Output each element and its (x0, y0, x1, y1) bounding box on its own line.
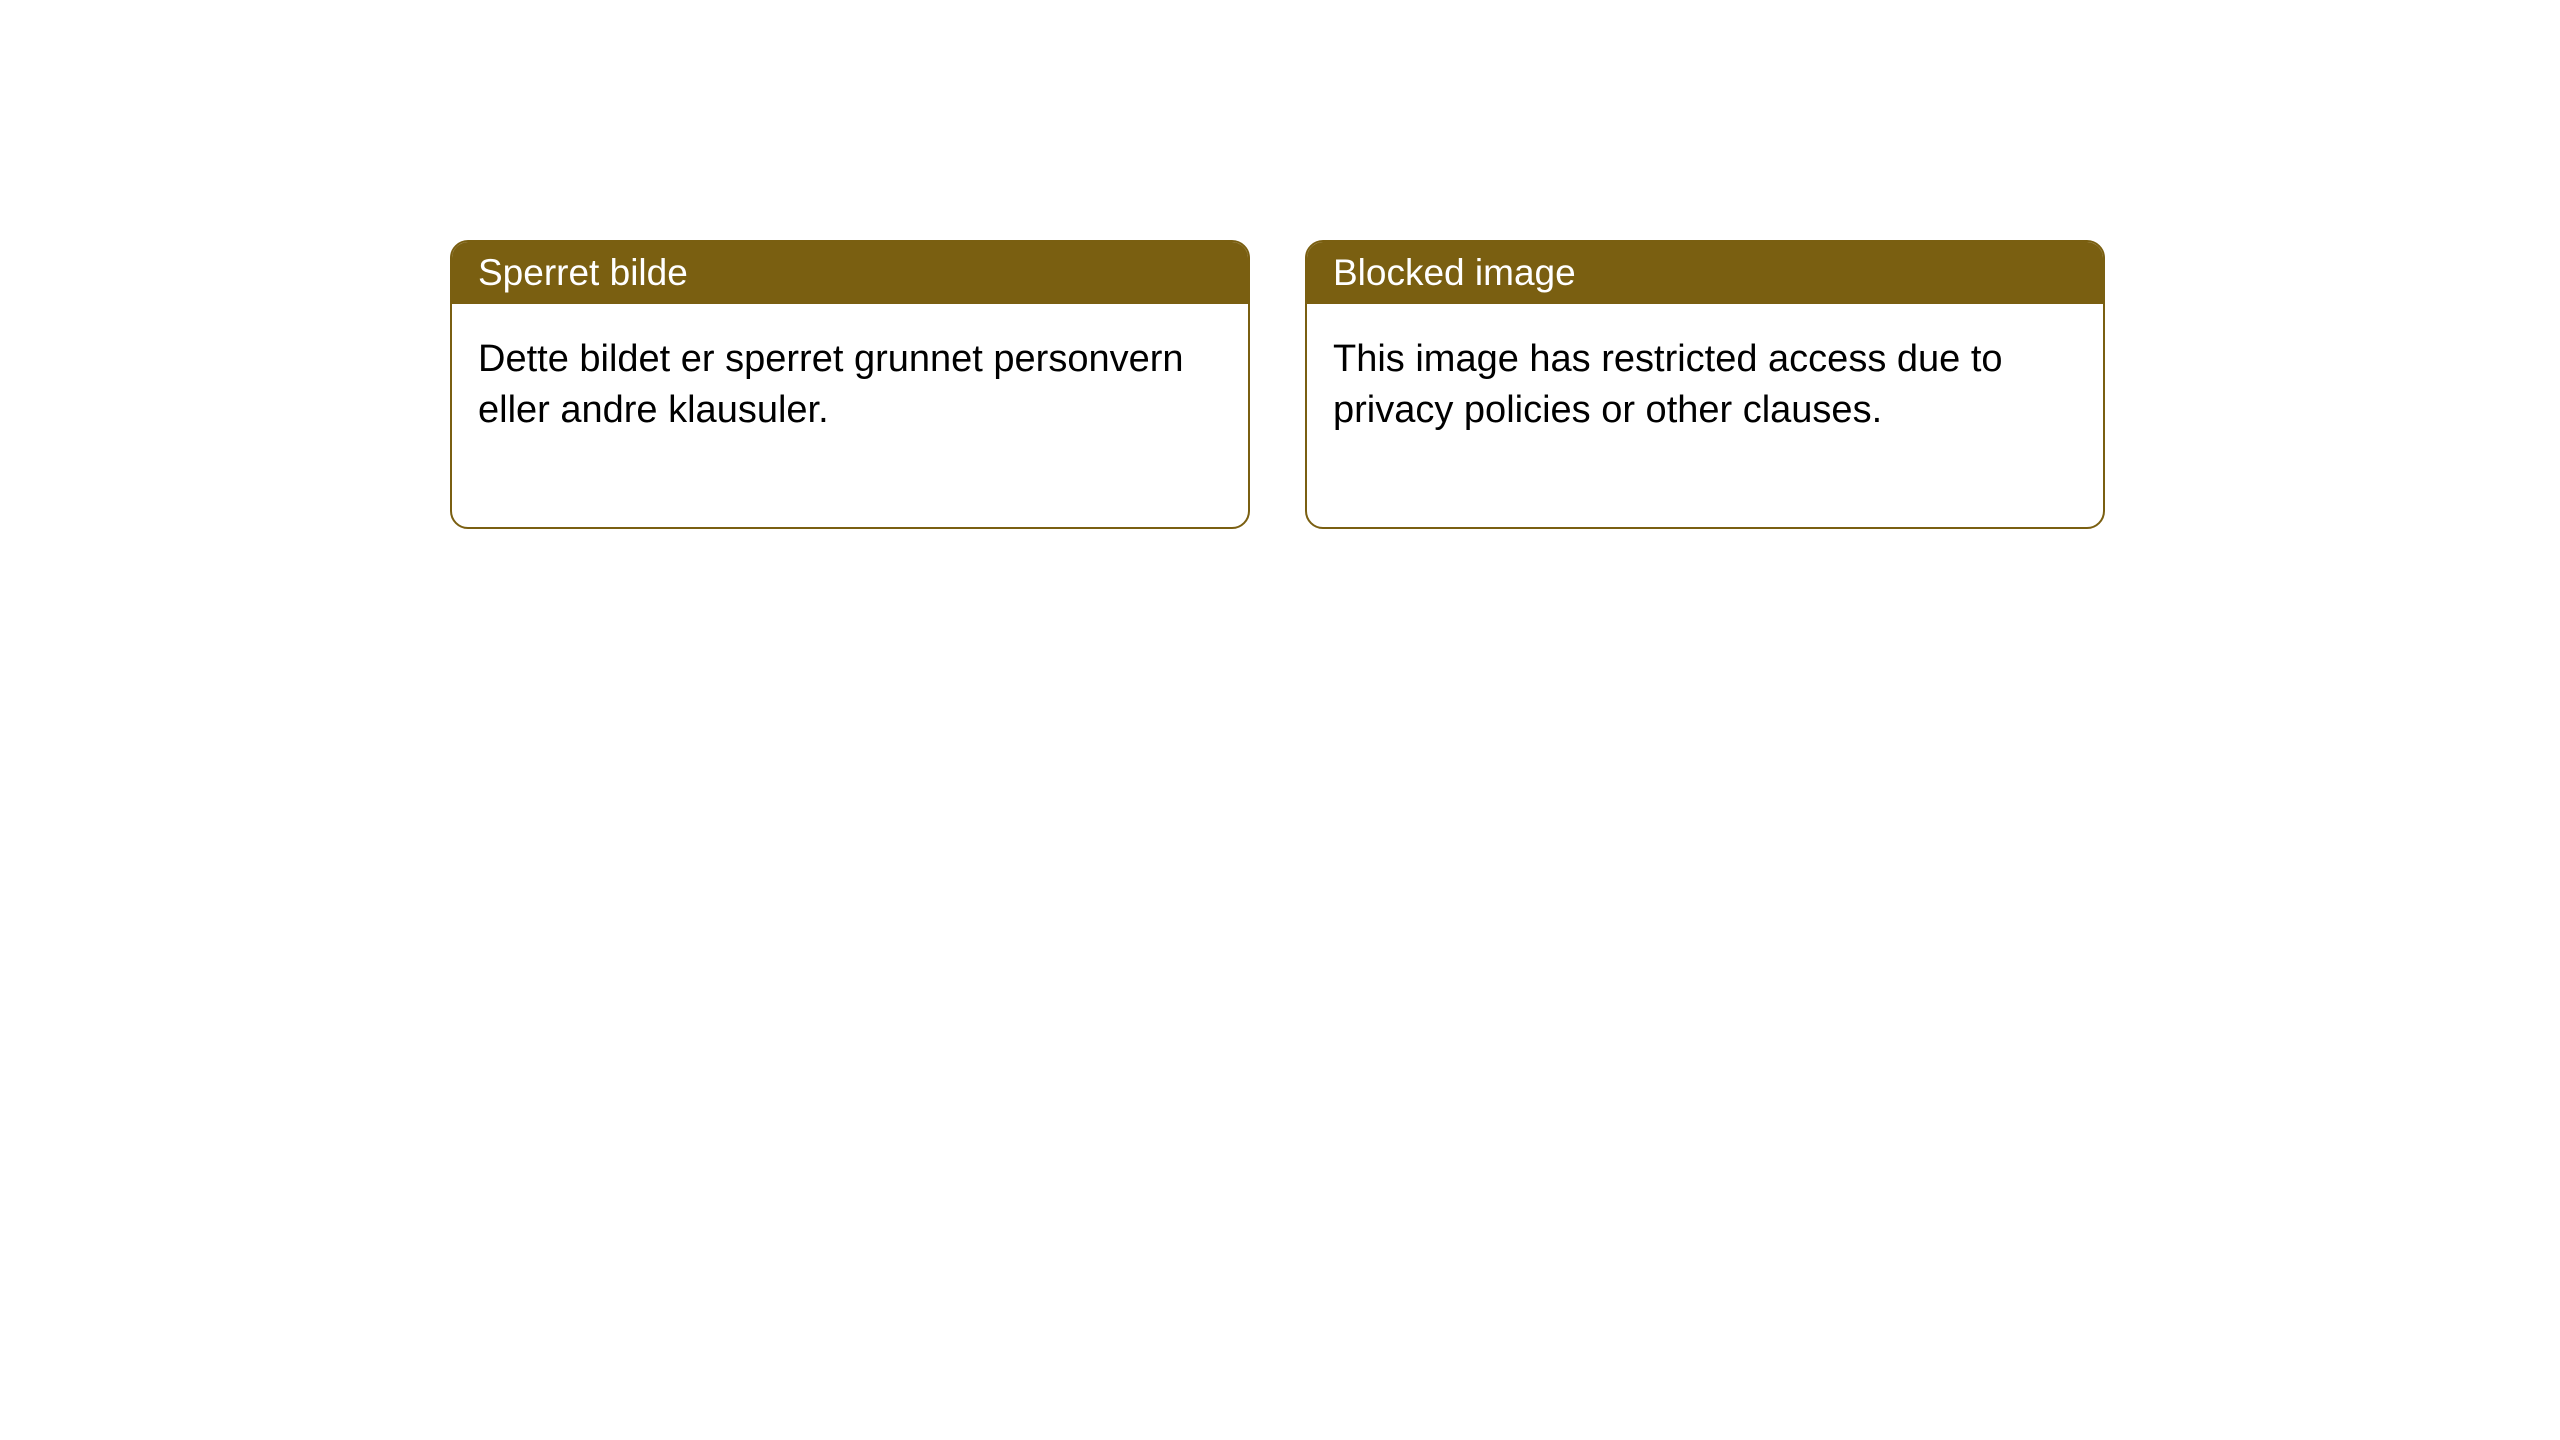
notice-body-norwegian: Dette bildet er sperret grunnet personve… (452, 304, 1248, 527)
notice-card-english: Blocked image This image has restricted … (1305, 240, 2105, 529)
notice-body-english: This image has restricted access due to … (1307, 304, 2103, 527)
notice-container: Sperret bilde Dette bildet er sperret gr… (0, 0, 2560, 529)
notice-title-norwegian: Sperret bilde (452, 242, 1248, 304)
notice-title-english: Blocked image (1307, 242, 2103, 304)
notice-card-norwegian: Sperret bilde Dette bildet er sperret gr… (450, 240, 1250, 529)
